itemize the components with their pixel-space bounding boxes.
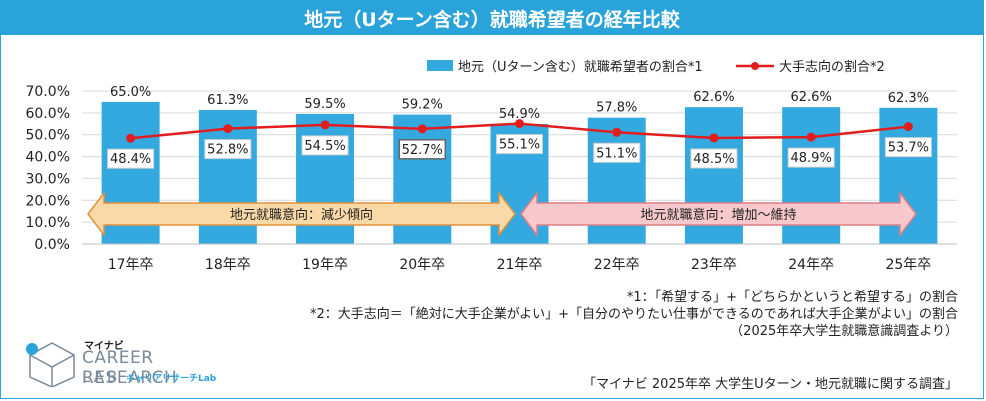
x-tick-label: 25年卒 — [885, 257, 931, 273]
y-tick-label: 40.0% — [26, 150, 70, 166]
trend-arrow-label: 地元就職意向：増加～維持 — [640, 207, 796, 223]
footnote-3: （2025年卒大学生就職意識調査より） — [730, 324, 958, 339]
y-tick-label: 70.0% — [26, 84, 70, 100]
line-data-label: 55.1% — [499, 138, 540, 153]
bar-data-label: 62.6% — [791, 90, 832, 105]
x-tick-label: 19年卒 — [302, 257, 348, 273]
y-tick-label: 0.0% — [34, 237, 70, 253]
bar-data-label: 62.3% — [888, 91, 929, 106]
trend-arrow — [87, 190, 516, 238]
bar-data-label: 57.8% — [596, 101, 637, 116]
line-data-label: 48.5% — [693, 152, 734, 167]
bar-data-label: 62.6% — [693, 90, 734, 105]
line-data-label: 52.8% — [207, 143, 248, 158]
line-point — [320, 120, 330, 130]
line-label-box — [690, 148, 738, 169]
line-data-label: 51.1% — [596, 146, 637, 161]
x-tick-label: 22年卒 — [594, 257, 640, 273]
y-tick-label: 10.0% — [26, 215, 70, 231]
line-data-label: 48.4% — [110, 152, 151, 167]
line-label-box — [593, 142, 641, 163]
line-point — [223, 124, 233, 134]
legend-line-label: 大手志向の割合*2 — [779, 59, 885, 75]
line-point — [515, 119, 524, 129]
line-label-box — [301, 135, 349, 156]
y-tick-label: 30.0% — [26, 171, 70, 187]
legend-bar-swatch — [427, 60, 453, 71]
legend-line-marker — [751, 62, 759, 70]
line-point — [612, 127, 622, 137]
logo-kana: キャリアリサーチLab — [126, 374, 217, 384]
line-data-label: 53.7% — [888, 141, 929, 156]
line-data-label: 48.9% — [791, 151, 832, 166]
chart-area: 0.0% 10.0% 20.0% 30.0% 40.0% 50.0% 60.0% 70.0% 6… — [26, 59, 957, 273]
line-point — [709, 133, 719, 143]
line-label-box — [204, 139, 252, 160]
line-label-box — [884, 137, 932, 158]
line-point — [903, 122, 913, 132]
logo-lab: LAB — [82, 368, 121, 386]
line-label-box — [496, 134, 543, 155]
line-data-label: 54.5% — [304, 139, 345, 154]
chart-title: 地元（Uターン含む）就職希望者の経年比較 — [1, 1, 983, 35]
logo-cube-icon — [26, 342, 75, 388]
line-label-box — [787, 147, 835, 168]
x-tick-label: 21年卒 — [497, 257, 543, 273]
x-tick-label: 23年卒 — [691, 257, 737, 273]
legend-bar-label: 地元（Uターン含む）就職希望者の割合*1 — [458, 59, 703, 75]
x-tick-label: 18年卒 — [205, 257, 251, 273]
x-tick-label: 20年卒 — [399, 257, 445, 273]
footnote-2: *2：大手志向＝「絶対に大手企業がよい」+「自分のやりたい仕事ができるのであれば… — [310, 307, 958, 322]
line-point — [417, 124, 427, 134]
line-data-label: 52.7% — [402, 143, 443, 158]
x-tick-label: 24年卒 — [788, 257, 834, 273]
source-citation: 「マイナビ 2025年卒 大学生Uターン・地元就職に関する調査」 — [583, 377, 958, 392]
y-tick-label: 60.0% — [26, 106, 70, 122]
bar-data-label: 65.0% — [110, 85, 151, 100]
logo-main: CAREER RESEARCH — [82, 348, 178, 388]
bar-data-label: 61.3% — [207, 93, 248, 108]
bar-data-label: 59.2% — [402, 98, 443, 113]
x-tick-label: 17年卒 — [108, 257, 154, 273]
line-label-box — [107, 148, 155, 169]
trend-arrow-label: 地元就職意向：減少傾向 — [230, 207, 373, 223]
trend-arrow — [520, 190, 917, 238]
logo: マイナビ CAREER RESEARCH LAB キャリアリサーチLab — [22, 337, 252, 388]
y-tick-label: 20.0% — [26, 193, 70, 209]
line-label-box — [398, 139, 447, 160]
bar-data-label: 59.5% — [304, 97, 345, 112]
line-point — [806, 132, 816, 142]
footnote-1: *1：「希望する」+「どちらかというと希望する」の割合 — [626, 290, 958, 305]
bar-data-label: 54.9% — [499, 107, 540, 122]
logo-sub: マイナビ — [84, 341, 124, 352]
line-point — [126, 133, 136, 143]
y-tick-label: 50.0% — [26, 128, 70, 144]
